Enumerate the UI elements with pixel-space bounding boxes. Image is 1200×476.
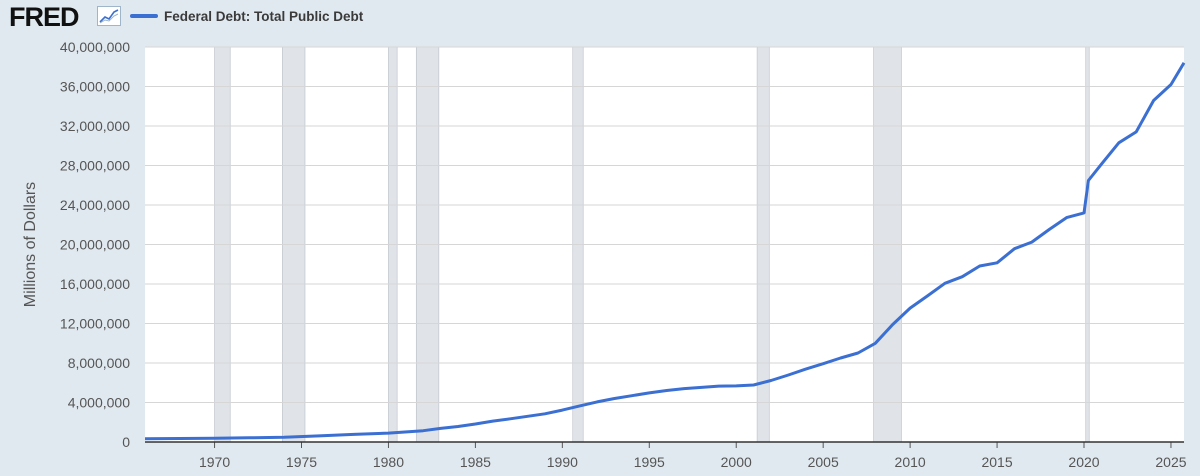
x-tick-label: 2000 <box>721 454 752 470</box>
y-tick-label: 40,000,000 <box>60 39 130 55</box>
y-tick-label: 16,000,000 <box>60 276 130 292</box>
chart-legend: Federal Debt: Total Public Debt <box>130 6 363 26</box>
chart-line-icon <box>97 6 121 26</box>
fred-logo[interactable]: FRED <box>9 2 79 32</box>
x-tick-label: 2025 <box>1155 454 1186 470</box>
x-tick-label: 2010 <box>895 454 926 470</box>
y-tick-label: 24,000,000 <box>60 197 130 213</box>
y-tick-label: 4,000,000 <box>68 395 130 411</box>
y-tick-label: 0 <box>122 434 130 450</box>
y-axis-label: Millions of Dollars <box>22 182 39 307</box>
y-tick-label: 32,000,000 <box>60 118 130 134</box>
x-axis-ticks: 1970 1975 1980 1985 1990 1995 2000 2005 2010 2015… <box>199 442 1187 470</box>
x-tick-label: 2015 <box>981 454 1012 470</box>
x-tick-label: 1995 <box>634 454 665 470</box>
y-tick-label: 28,000,000 <box>60 158 130 174</box>
y-tick-label: 8,000,000 <box>68 355 130 371</box>
legend-swatch <box>130 14 158 18</box>
x-tick-label: 1970 <box>199 454 230 470</box>
gridlines <box>145 46 1184 403</box>
series-line <box>144 62 1186 441</box>
y-tick-label: 36,000,000 <box>60 79 130 95</box>
x-tick-label: 1985 <box>460 454 491 470</box>
x-tick-label: 1975 <box>286 454 317 470</box>
chart-header: FRED Federal Debt: Total Public Debt <box>0 0 1200 34</box>
x-tick-label: 1980 <box>373 454 404 470</box>
x-tick-label: 2005 <box>808 454 839 470</box>
x-tick-label: 2020 <box>1068 454 1099 470</box>
y-tick-label: 20,000,000 <box>60 237 130 253</box>
y-tick-label: 12,000,000 <box>60 316 130 332</box>
x-tick-label: 1990 <box>547 454 578 470</box>
legend-label: Federal Debt: Total Public Debt <box>164 8 364 24</box>
y-axis-ticks: 0 4,000,000 8,000,000 12,000,000 16,000,000 2… <box>60 39 130 450</box>
